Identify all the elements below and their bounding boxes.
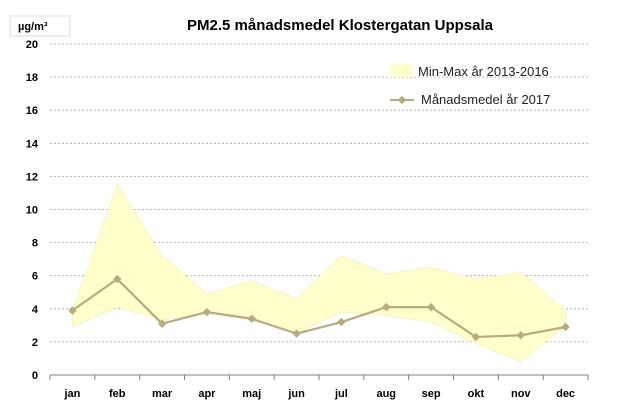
- point-jan: [68, 306, 77, 315]
- y-unit-label: µg/m³: [9, 15, 71, 37]
- y-tick-label-3: 6: [32, 271, 38, 283]
- x-tick-label-jul: jul: [334, 388, 348, 400]
- legend-swatch-marker: [397, 95, 407, 105]
- x-tick-label-aug: aug: [376, 388, 396, 400]
- point-nov: [516, 331, 525, 340]
- legend-label-line: Månadsmedel år 2017: [421, 92, 550, 107]
- point-aug: [382, 302, 391, 312]
- monthly-mean-line-layer: [68, 274, 570, 342]
- legend-swatch-band: [390, 64, 412, 77]
- point-okt: [471, 332, 481, 342]
- point-jul: [337, 317, 346, 327]
- x-tick-label-mar: mar: [152, 388, 173, 400]
- x-tick-label-jun: jun: [287, 388, 305, 400]
- y-tick-label-8: 16: [26, 105, 38, 117]
- y-tick-label-2: 4: [32, 304, 39, 316]
- y-tick-label-4: 8: [32, 238, 38, 250]
- y-tick-label-5: 10: [26, 205, 38, 217]
- x-tick-label-okt: okt: [468, 388, 485, 400]
- point-apr: [202, 307, 212, 317]
- legend-label-band: Min-Max år 2013-2016: [418, 64, 549, 79]
- chart-title: PM2.5 månadsmedel Klostergatan Uppsala: [187, 17, 494, 34]
- x-tick-labels: jan feb mar apr maj jun jul aug sep okt nov dec: [63, 388, 575, 400]
- axes: [49, 374, 589, 380]
- y-tick-label-9: 18: [26, 72, 38, 84]
- x-tick-label-dec: dec: [556, 388, 575, 400]
- y-tick-label-10: 20: [26, 39, 38, 51]
- y-tick-label-7: 14: [26, 138, 39, 150]
- x-tick-label-feb: feb: [109, 388, 126, 400]
- point-maj: [247, 314, 256, 323]
- point-feb: [113, 274, 122, 284]
- x-tick-label-nov: nov: [511, 388, 531, 400]
- x-tick-label-jan: jan: [63, 388, 80, 400]
- legend: Min-Max år 2013-2016 Månadsmedel år 2017: [390, 64, 550, 107]
- point-mar: [157, 319, 167, 328]
- y-tick-label-6: 12: [26, 171, 38, 183]
- point-jun: [292, 329, 301, 338]
- y-tick-label-0: 0: [32, 370, 38, 382]
- min-max-band-layer: [72, 183, 566, 363]
- point-sep: [426, 302, 436, 312]
- min-max-band: [72, 183, 566, 363]
- y-tick-labels: 0 2 4 6 8 10 12 14 16 18 20: [26, 39, 39, 382]
- monthly-mean-line: [71, 277, 566, 339]
- y-tick-label-1: 2: [32, 337, 38, 349]
- x-tick-label-maj: maj: [242, 388, 261, 400]
- x-tick-label-apr: apr: [198, 388, 216, 400]
- y-axis-unit: µg/m³: [18, 21, 48, 33]
- x-tick-label-sep: sep: [422, 388, 441, 400]
- point-dec: [561, 322, 570, 332]
- y-unit-box: [9, 15, 71, 37]
